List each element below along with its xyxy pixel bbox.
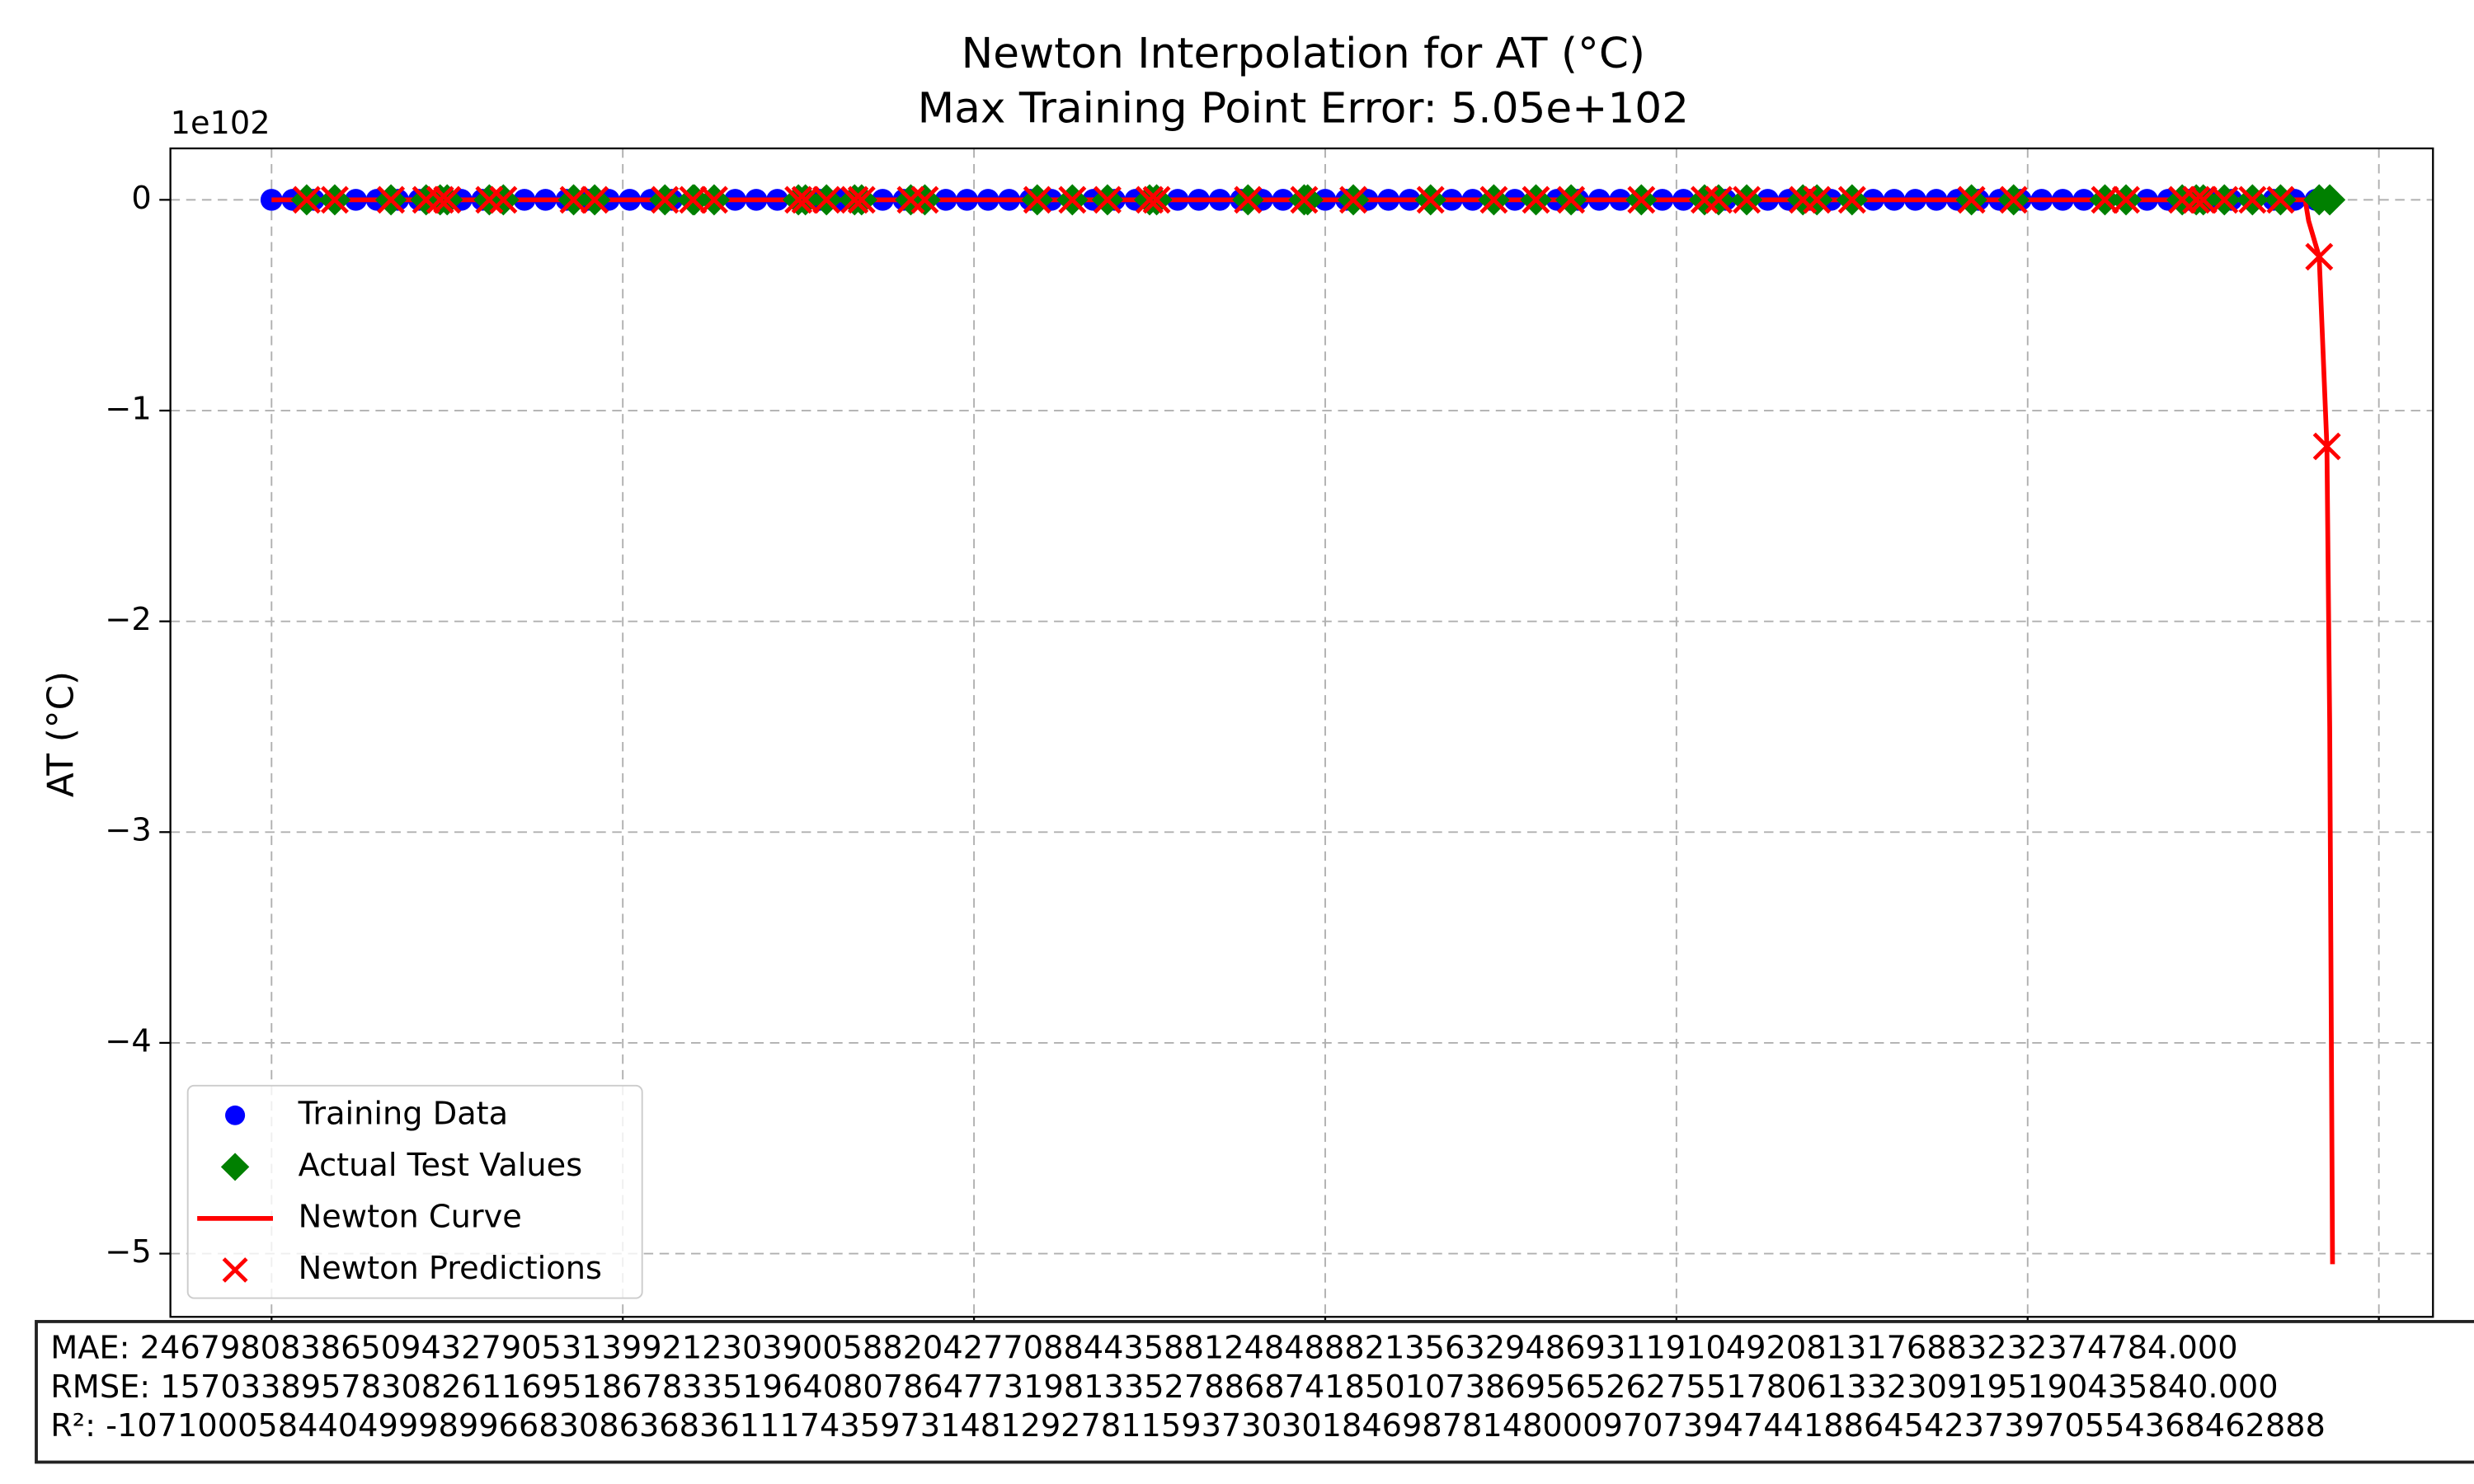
prediction-point [1479, 186, 1508, 214]
prediction-point [2091, 186, 2119, 214]
y-tick-label: −3 [105, 812, 151, 848]
stats-line: MAE: 24679808386509432790531399212303900… [50, 1330, 2237, 1366]
y-axis-label: AT (°C) [40, 671, 82, 797]
y-tick-label: 0 [131, 180, 151, 216]
legend-label: Actual Test Values [299, 1147, 583, 1183]
prediction-point [1733, 186, 1761, 214]
prediction-point [377, 186, 406, 214]
prediction-point [1339, 186, 1368, 214]
prediction-point [2266, 186, 2295, 214]
prediction-point [581, 186, 609, 214]
test-point [2313, 184, 2346, 216]
prediction-point [1290, 186, 1319, 214]
y-tick-label: −4 [105, 1023, 151, 1059]
prediction-point [292, 186, 321, 214]
chart-title: Newton Interpolation for AT (°C) [962, 29, 1645, 78]
prediction-point [426, 186, 454, 214]
prediction-point [2238, 186, 2267, 214]
prediction-point [840, 186, 869, 214]
prediction-point [222, 1257, 248, 1283]
test-point [1291, 184, 1324, 216]
legend-label: Newton Curve [299, 1199, 522, 1235]
prediction-point [2305, 242, 2334, 271]
prediction-point [1557, 186, 1586, 214]
prediction-point [1704, 186, 1733, 214]
training-point [225, 1105, 246, 1125]
prediction-point [1837, 186, 1866, 214]
prediction-point [2312, 432, 2341, 461]
prediction-point [2210, 186, 2239, 214]
prediction-point [1522, 186, 1550, 214]
legend-box [186, 1084, 643, 1299]
plot-frame [169, 147, 2434, 1318]
prediction-point [2182, 186, 2211, 214]
prediction-point [651, 186, 680, 214]
plot-area [260, 184, 2346, 1265]
y-offset-label: 1e102 [171, 105, 270, 141]
prediction-point [847, 186, 876, 214]
prediction-point [433, 186, 462, 214]
prediction-point [791, 186, 820, 214]
prediction-point [489, 186, 518, 214]
prediction-point [2112, 186, 2141, 214]
prediction-point [559, 186, 588, 214]
prediction-point [1023, 186, 1051, 214]
prediction-point [2189, 186, 2218, 214]
prediction-point [1142, 186, 1171, 214]
prediction-point [1999, 186, 2028, 214]
prediction-point [1058, 186, 1087, 214]
prediction-point [812, 186, 841, 214]
prediction-point [699, 186, 728, 214]
y-tick-label: −2 [105, 601, 151, 637]
y-tick-label: −5 [105, 1233, 151, 1270]
prediction-point [1957, 186, 1986, 214]
prediction-point [679, 186, 708, 214]
prediction-point [1627, 186, 1656, 214]
y-tick-label: −1 [105, 391, 151, 427]
stats-line: R²: -10710005844049998996683086368361117… [50, 1407, 2326, 1444]
prediction-point [320, 186, 349, 214]
stats-line: RMSE: 1570338957830826116951867833519640… [50, 1369, 2278, 1405]
prediction-point [1803, 186, 1832, 214]
prediction-point [784, 186, 813, 214]
chart-subtitle: Max Training Point Error: 5.05e+102 [918, 84, 1689, 134]
prediction-point [910, 186, 939, 214]
prediction-point [1234, 186, 1263, 214]
prediction-point [1093, 186, 1122, 214]
prediction-point [1416, 186, 1445, 214]
prediction-point [1136, 186, 1164, 214]
legend-label: Newton Predictions [299, 1250, 602, 1286]
stats-box [35, 1320, 2474, 1464]
legend-label: Training Data [298, 1095, 509, 1131]
